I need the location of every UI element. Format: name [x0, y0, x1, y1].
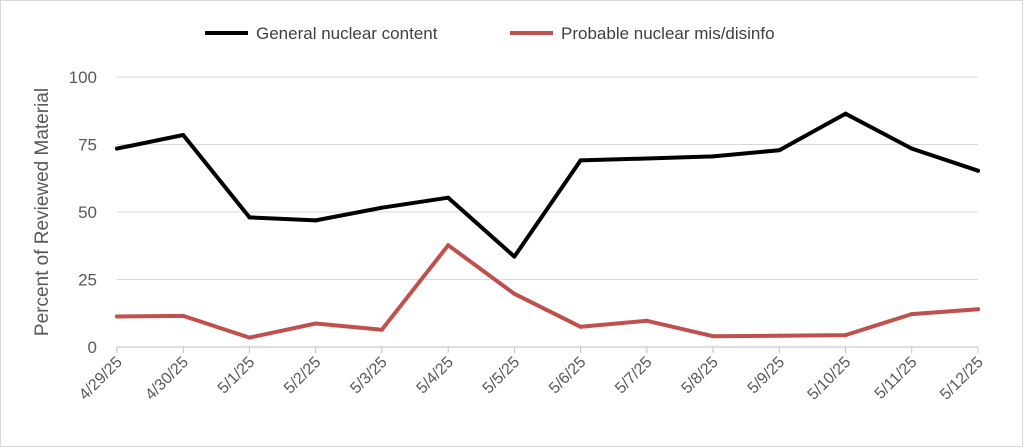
legend-item-general[interactable]: General nuclear content: [205, 24, 438, 43]
legend: General nuclear content Probable nuclear…: [205, 24, 775, 43]
y-tick-label: 50: [78, 203, 97, 222]
y-axis-ticks: 0 25 50 75 100: [69, 68, 97, 357]
data-point[interactable]: [247, 215, 252, 220]
series-lines: [115, 111, 980, 340]
data-point[interactable]: [711, 154, 716, 159]
data-point[interactable]: [446, 195, 451, 200]
data-point[interactable]: [115, 314, 119, 319]
y-tick-label: 0: [88, 338, 97, 357]
legend-item-misdisinfo[interactable]: Probable nuclear mis/disinfo: [510, 24, 775, 43]
data-point[interactable]: [115, 146, 119, 151]
data-point[interactable]: [578, 158, 583, 163]
data-point[interactable]: [446, 243, 451, 248]
data-point[interactable]: [843, 111, 848, 116]
y-tick-label: 100: [69, 68, 97, 87]
data-point[interactable]: [512, 291, 517, 296]
data-point[interactable]: [313, 218, 318, 223]
legend-label-misdisinfo: Probable nuclear mis/disinfo: [561, 24, 775, 43]
data-point[interactable]: [777, 148, 782, 153]
data-point[interactable]: [711, 334, 716, 339]
data-point[interactable]: [976, 307, 980, 312]
data-point[interactable]: [976, 168, 980, 173]
series-line-general-nuclear-content[interactable]: [115, 111, 980, 259]
y-tick-label: 75: [78, 136, 97, 155]
data-point[interactable]: [909, 312, 914, 317]
data-point[interactable]: [578, 324, 583, 329]
data-point[interactable]: [644, 156, 649, 161]
data-point[interactable]: [379, 327, 384, 332]
data-point[interactable]: [909, 146, 914, 151]
data-point[interactable]: [247, 335, 252, 340]
y-axis-label: Percent of Reviewed Material: [32, 88, 53, 336]
data-point[interactable]: [181, 313, 186, 318]
legend-label-general: General nuclear content: [256, 24, 438, 43]
data-point[interactable]: [181, 133, 186, 138]
data-point[interactable]: [379, 205, 384, 210]
data-point[interactable]: [313, 321, 318, 326]
data-point[interactable]: [843, 333, 848, 338]
series-line-probable-mis-disinfo[interactable]: [115, 243, 980, 340]
data-point[interactable]: [777, 333, 782, 338]
data-point[interactable]: [512, 254, 517, 259]
data-point[interactable]: [644, 318, 649, 323]
y-tick-label: 25: [78, 271, 97, 290]
